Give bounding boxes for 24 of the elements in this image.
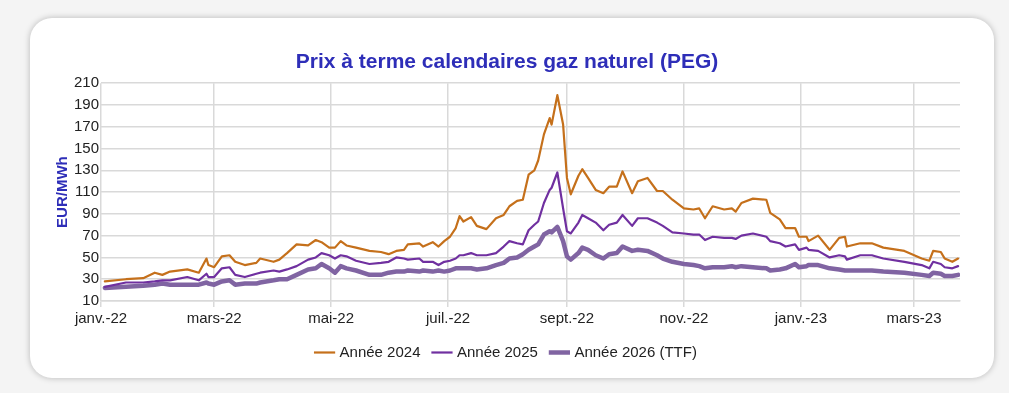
x-tick-label: janv.-22 [73,309,128,327]
y-tick-label: 210 [74,73,100,91]
y-axis-title: EUR/MWh [53,156,71,228]
y-tick-label: 30 [82,269,100,287]
chart-title: Prix à terme calendaires gaz naturel (PEG) [295,49,719,73]
y-tick-label: 10 [82,291,100,309]
x-tick-label: mai-22 [308,309,355,327]
y-tick-label: 170 [74,116,100,134]
x-tick-label: nov.-22 [659,309,709,327]
legend-label: Année 2025 [456,342,538,360]
x-tick-label: janv.-23 [773,309,827,327]
x-tick-label: sept.-22 [539,309,595,327]
y-tick-label: 110 [75,182,100,200]
legend-label: Année 2026 (TTF) [574,342,697,360]
y-tick-label: 150 [74,138,100,156]
y-tick-label: 130 [74,160,100,178]
y-tick-label: 70 [82,225,100,243]
y-tick-label: 190 [74,95,100,113]
x-tick-label: mars-22 [186,309,242,327]
legend-label: Année 2024 [339,342,421,360]
x-tick-label: juil.-22 [424,309,471,327]
x-tick-label: mars-23 [886,309,942,327]
y-tick-label: 90 [82,204,100,222]
y-tick-label: 50 [82,247,100,265]
